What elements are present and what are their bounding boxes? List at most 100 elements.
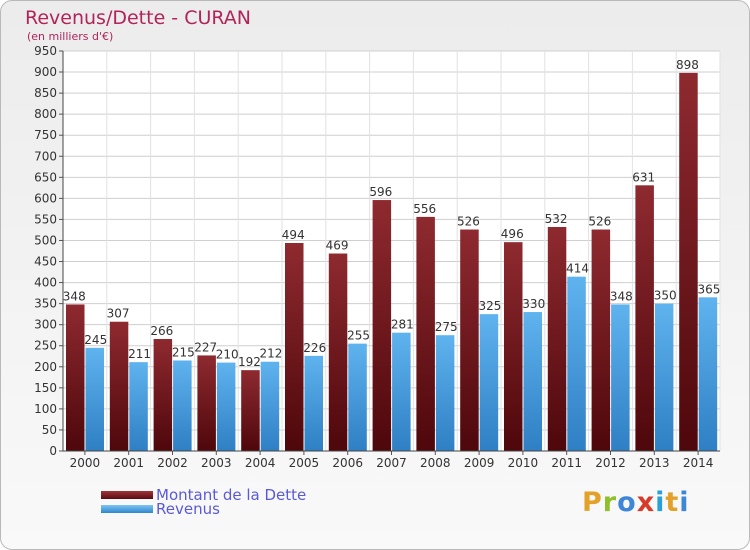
legend-label-dette: Montant de la Dette [156, 486, 307, 504]
x-tick-label: 2008 [420, 456, 451, 470]
bar-dette [109, 321, 129, 451]
y-tick-label: 600 [34, 191, 57, 205]
bar-dette [504, 242, 523, 451]
bar-dette [328, 253, 348, 451]
data-label-dette: 596 [369, 185, 392, 199]
x-tick-label: 2014 [683, 456, 714, 470]
legend-item-revenus: Revenus [101, 500, 220, 518]
legend-label-revenus: Revenus [156, 500, 220, 518]
data-label-revenus: 414 [566, 262, 589, 276]
y-tick-label: 100 [34, 402, 57, 416]
data-label-dette: 556 [413, 202, 436, 216]
data-label-revenus: 245 [84, 333, 107, 347]
y-tick-label: 700 [34, 149, 57, 163]
proxiti-logo: Proxiti [582, 487, 690, 518]
y-tick-label: 0 [49, 444, 57, 458]
data-label-dette: 898 [676, 58, 699, 72]
y-tick-label: 250 [34, 339, 57, 353]
data-label-revenus: 215 [172, 345, 195, 359]
bar-revenus [392, 332, 411, 451]
x-tick-label: 2010 [508, 456, 539, 470]
x-tick-label: 2013 [639, 456, 670, 470]
legend-swatch-dette [101, 491, 153, 499]
bar-revenus [654, 303, 674, 451]
chart-subtitle: (en milliers d'€) [27, 30, 114, 43]
y-tick-label: 400 [34, 276, 57, 290]
logo-letter: i [655, 487, 666, 518]
x-tick-label: 2009 [464, 456, 495, 470]
y-tick-label: 800 [34, 107, 57, 121]
data-label-dette: 494 [282, 228, 305, 242]
bar-revenus [698, 297, 718, 451]
data-label-revenus: 211 [128, 347, 151, 361]
bar-dette [66, 304, 85, 451]
chart-title: Revenus/Dette - CURAN [25, 7, 252, 29]
data-label-dette: 532 [545, 212, 568, 226]
bar-dette [372, 200, 392, 451]
bar-dette [591, 229, 611, 451]
data-label-revenus: 210 [216, 348, 239, 362]
y-tick-label: 300 [34, 318, 57, 332]
y-tick-label: 50 [42, 423, 57, 437]
logo-letter: t [665, 487, 680, 518]
x-tick-label: 2003 [201, 456, 232, 470]
data-label-revenus: 281 [391, 318, 414, 332]
legend-swatch-revenus [101, 505, 153, 513]
data-label-dette: 631 [632, 170, 655, 184]
bar-revenus [479, 314, 499, 451]
x-tick-label: 2012 [595, 456, 626, 470]
bar-revenus [129, 362, 148, 451]
data-label-revenus: 275 [435, 320, 458, 334]
plot-area [63, 51, 720, 451]
logo-letter: o [617, 487, 637, 518]
y-tick-label: 450 [34, 255, 57, 269]
data-label-dette: 526 [588, 215, 611, 229]
bar-revenus [216, 362, 236, 451]
data-label-revenus: 212 [259, 347, 282, 361]
x-tick-label: 2011 [551, 456, 582, 470]
logo-letter: r [602, 487, 618, 518]
y-tick-label: 850 [34, 86, 57, 100]
bar-dette [679, 72, 698, 451]
x-tick-label: 2005 [289, 456, 320, 470]
bar-dette [153, 339, 173, 451]
bar-revenus [85, 347, 104, 451]
data-label-revenus: 325 [478, 299, 501, 313]
bar-dette [416, 216, 435, 451]
data-label-dette: 348 [63, 289, 86, 303]
bar-revenus [348, 343, 367, 451]
bar-revenus [435, 335, 455, 451]
legend-item-dette: Montant de la Dette [101, 486, 307, 504]
bar-revenus [523, 312, 542, 451]
data-label-revenus: 350 [654, 289, 677, 303]
bar-dette [197, 355, 216, 451]
bar-revenus [611, 304, 630, 451]
y-tick-label: 900 [34, 65, 57, 79]
data-label-dette: 526 [457, 215, 480, 229]
data-label-revenus: 330 [522, 297, 545, 311]
y-tick-label: 550 [34, 212, 57, 226]
data-label-dette: 192 [238, 355, 261, 369]
y-tick-label: 750 [34, 128, 57, 142]
x-tick-label: 2000 [70, 456, 101, 470]
data-label-dette: 469 [326, 239, 349, 253]
y-tick-label: 150 [34, 381, 57, 395]
x-tick-label: 2001 [113, 456, 144, 470]
logo-letter: P [582, 487, 603, 518]
y-tick-label: 500 [34, 233, 57, 247]
bar-dette [285, 243, 304, 451]
data-label-dette: 307 [107, 307, 130, 321]
bar-dette [241, 370, 260, 451]
data-label-revenus: 365 [697, 282, 720, 296]
bar-dette [547, 227, 567, 451]
x-tick-label: 2006 [332, 456, 363, 470]
bar-revenus [567, 276, 586, 451]
x-tick-label: 2004 [245, 456, 276, 470]
bar-revenus [304, 355, 323, 451]
x-tick-label: 2007 [376, 456, 407, 470]
data-label-dette: 227 [194, 340, 217, 354]
data-label-dette: 266 [150, 324, 173, 338]
bar-dette [635, 185, 654, 451]
